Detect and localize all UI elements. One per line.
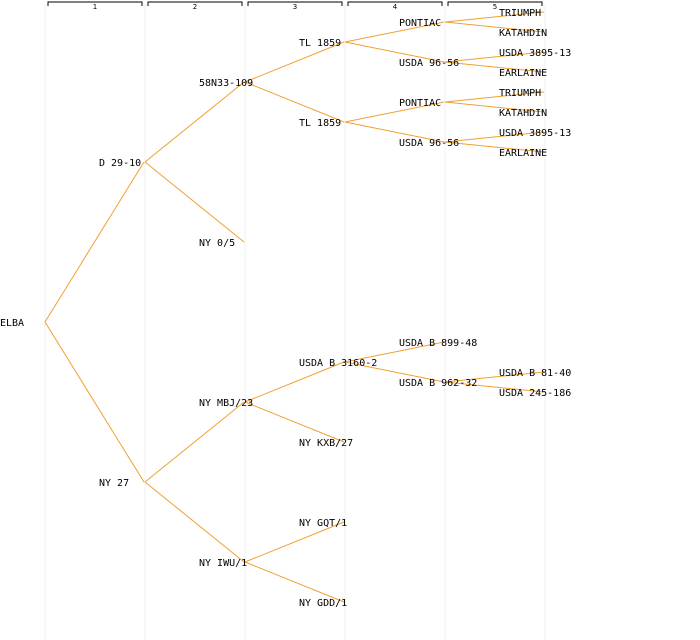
pedigree-edge [444,91,545,103]
ancestor-label[interactable]: USDA 245-186 [499,388,571,399]
pedigree-edge [444,381,545,393]
pedigree-edge [244,561,345,603]
ancestor-label[interactable]: USDA B 962-32 [399,378,477,389]
generation-header: 1 2 3 4 5 [47,1,543,11]
pedigree-edge [444,101,545,113]
pedigree-edge [144,481,245,563]
pedigree-edge [344,361,445,383]
ancestor-label[interactable]: TL 1859 [299,38,341,49]
generation-number: 2 [193,3,197,11]
ancestor-label[interactable]: D 29-10 [99,158,141,169]
ancestor-label[interactable]: USDA B 81-40 [499,368,571,379]
generation-number: 3 [293,3,297,11]
pedigree-edge [344,121,445,143]
pedigree-edge [444,11,545,23]
pedigree-labels: ELBA D 29-10 NY 27 58N33-109 NY 0/5 NY MBJ/23… [0,8,571,609]
pedigree-edge [444,371,545,383]
pedigree-edge [144,161,245,243]
generation-bracket [347,1,443,6]
ancestor-label[interactable]: NY MBJ/23 [199,398,253,409]
ancestor-label[interactable]: NY GDD/1 [299,598,347,609]
generation-bracket [447,1,543,6]
pedigree-edge [244,41,345,83]
ancestor-label[interactable]: TRIUMPH [499,88,541,99]
pedigree-edge [344,21,445,43]
ancestor-label[interactable]: TL 1859 [299,118,341,129]
pedigree-edge [344,41,445,63]
generation-bracket [147,1,243,6]
ancestor-label[interactable]: NY GQT/1 [299,518,347,529]
pedigree-edge [244,401,345,443]
generation-number: 5 [493,3,497,11]
ancestor-label[interactable]: NY 0/5 [199,238,235,249]
pedigree-edge [244,81,345,123]
generation-columns [44,4,546,640]
pedigree-edge [344,341,445,363]
ancestor-label[interactable]: USDA 3895-13 [499,48,571,59]
ancestor-label[interactable]: NY KXB/27 [299,438,353,449]
pedigree-edge [44,321,145,483]
ancestor-label[interactable]: EARLAINE [499,148,547,159]
ancestor-label[interactable]: USDA B 899-48 [399,338,477,349]
pedigree-edge [444,21,545,33]
generation-number: 4 [393,3,398,11]
pedigree-edge [444,141,545,153]
pedigree-edge [244,361,345,403]
pedigree-edge [144,401,245,483]
pedigree-edges [44,11,545,603]
generation-bracket [47,1,143,6]
ancestor-label[interactable]: PONTIAC [399,98,441,109]
pedigree-edge [44,161,145,323]
pedigree-edge [244,521,345,563]
ancestor-label[interactable]: USDA 3895-13 [499,128,571,139]
generation-bracket [247,1,343,6]
ancestor-label[interactable]: KATAHDIN [499,28,547,39]
pedigree-edge [444,51,545,63]
ancestor-label[interactable]: USDA B 3160-2 [299,358,377,369]
generation-number: 1 [93,3,97,11]
ancestor-label[interactable]: KATAHDIN [499,108,547,119]
pedigree-edge [444,131,545,143]
pedigree-edge [144,81,245,163]
ancestor-label[interactable]: PONTIAC [399,18,441,29]
ancestor-label[interactable]: NY 27 [99,478,129,489]
ancestor-label[interactable]: TRIUMPH [499,8,541,19]
root-cultivar-label[interactable]: ELBA [0,318,24,329]
pedigree-edge [344,101,445,123]
pedigree-edge [444,61,545,73]
ancestor-label[interactable]: USDA 96-56 [399,138,459,149]
ancestor-label[interactable]: 58N33-109 [199,78,253,89]
ancestor-label[interactable]: NY IWU/1 [199,558,247,569]
ancestor-label[interactable]: EARLAINE [499,68,547,79]
ancestor-label[interactable]: USDA 96-56 [399,58,459,69]
